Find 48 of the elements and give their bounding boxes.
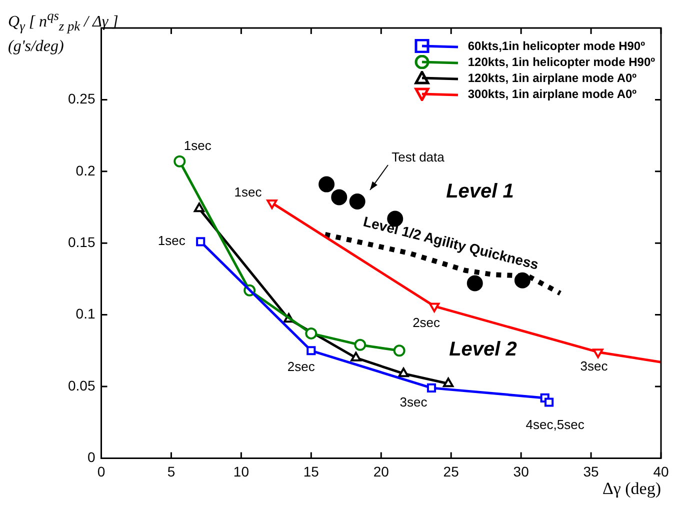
y-tick-label: 0.25 (68, 90, 96, 107)
point (174, 155, 186, 168)
y-tick-label: 0.05 (68, 377, 96, 394)
y-tick-label: 0 (87, 449, 96, 466)
y-tick-label: 0.15 (68, 234, 96, 250)
point (194, 202, 205, 212)
x-tick-label: 40 (653, 463, 669, 480)
point (354, 338, 366, 351)
point (318, 176, 335, 192)
y-tick-label: 0.1 (76, 306, 96, 322)
legend-label: 120kts, 1in helicopter mode H90º (468, 55, 655, 69)
annotation: 2sec (412, 314, 441, 330)
x-tick-label: 5 (167, 463, 176, 480)
x-tick-label: 0 (97, 463, 106, 480)
annotation: Level 1 (446, 180, 514, 203)
annotation: Test data (392, 150, 446, 165)
annotation: Level 2 (449, 338, 517, 361)
point (466, 275, 483, 292)
point (305, 327, 318, 340)
point (544, 398, 554, 407)
annotation: 1sec (234, 184, 262, 200)
point (426, 383, 436, 392)
x-axis-title: Δγ (deg) (602, 479, 661, 499)
point (393, 344, 406, 357)
annotation: 1sec (158, 233, 186, 248)
point (306, 346, 316, 356)
point (442, 378, 454, 388)
point (349, 194, 366, 210)
point (266, 199, 278, 209)
point (331, 189, 348, 206)
x-tick-label: 10 (233, 463, 250, 480)
annotation: 4sec,5sec (526, 416, 585, 432)
point (196, 237, 206, 246)
legend-label: 120kts, 1in airplane mode A0º (468, 71, 637, 85)
y-tick-label: 0.2 (76, 162, 96, 178)
point (398, 368, 409, 378)
annotation: 3sec (580, 358, 608, 374)
annotation: 2sec (287, 359, 316, 374)
x-tick-label: 35 (583, 463, 600, 480)
x-tick-label: 30 (513, 463, 530, 480)
x-tick-label: 15 (303, 463, 320, 480)
point (350, 352, 362, 362)
annotation: 1sec (184, 138, 212, 153)
x-tick-label: 25 (443, 463, 460, 480)
annotation: 3sec (400, 394, 428, 410)
legend-label: 300kts, 1in airplane mode A0º (468, 87, 637, 101)
x-tick-label: 20 (373, 463, 390, 480)
legend-label: 60kts,1in helicopter mode H90º (468, 39, 645, 53)
